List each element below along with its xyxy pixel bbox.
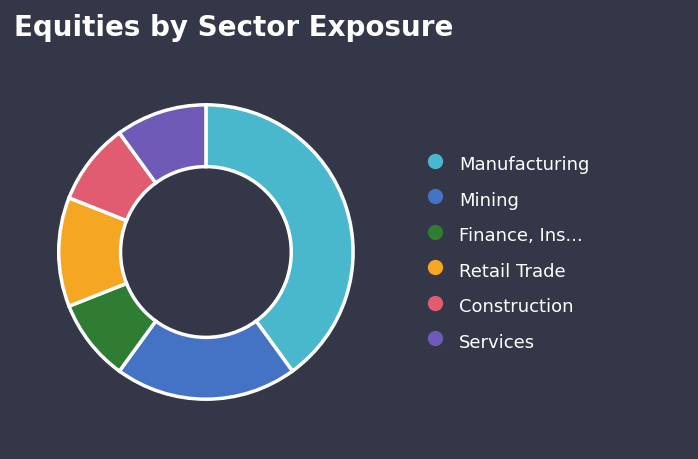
Text: Equities by Sector Exposure: Equities by Sector Exposure: [14, 14, 453, 42]
Legend: Manufacturing, Mining, Finance, Ins..., Retail Trade, Construction, Services: Manufacturing, Mining, Finance, Ins..., …: [417, 144, 598, 361]
Wedge shape: [206, 106, 353, 371]
Wedge shape: [69, 134, 156, 221]
Wedge shape: [59, 198, 126, 307]
Wedge shape: [119, 321, 292, 399]
Wedge shape: [119, 106, 206, 184]
Wedge shape: [69, 284, 156, 371]
